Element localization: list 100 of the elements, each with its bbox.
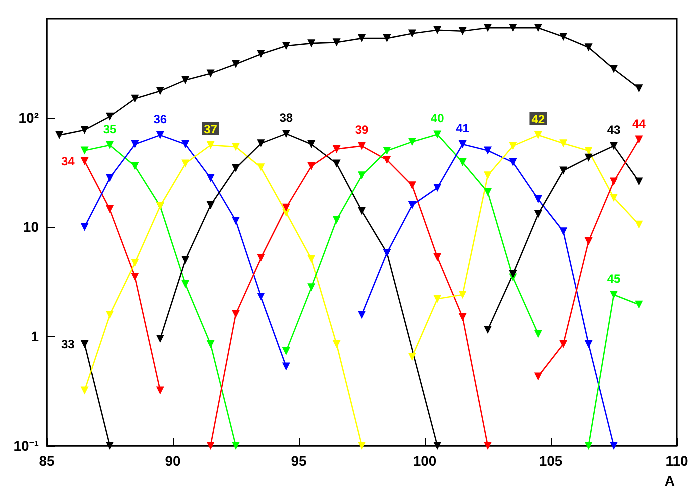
series-label: 36 xyxy=(154,112,168,126)
series-label: 34 xyxy=(61,154,76,168)
x-tick-label: 95 xyxy=(291,453,307,469)
series-label: 39 xyxy=(355,123,369,138)
y-tick-label: 10⁻¹ xyxy=(14,438,40,454)
point xyxy=(584,340,593,348)
point xyxy=(458,27,467,36)
point xyxy=(206,174,215,182)
point xyxy=(308,140,316,149)
point xyxy=(206,442,215,450)
point xyxy=(206,141,215,150)
point xyxy=(332,160,341,168)
y-tick-label: 1 xyxy=(31,328,40,345)
point xyxy=(257,164,266,172)
point xyxy=(484,326,492,334)
series-label: 43 xyxy=(607,123,621,138)
point xyxy=(80,157,89,166)
point xyxy=(257,254,266,262)
point xyxy=(610,442,618,450)
point xyxy=(182,140,190,149)
point xyxy=(584,44,593,52)
point xyxy=(534,131,542,140)
point xyxy=(458,313,467,322)
point xyxy=(635,178,644,186)
x-tick-label: 100 xyxy=(413,453,437,469)
point xyxy=(509,158,518,167)
point xyxy=(534,372,542,381)
point xyxy=(408,182,416,190)
series-label: 45 xyxy=(607,272,621,286)
point xyxy=(106,311,114,320)
point xyxy=(434,26,442,34)
point xyxy=(232,60,240,68)
point xyxy=(131,94,140,103)
point xyxy=(156,87,164,96)
point xyxy=(282,204,290,212)
point xyxy=(610,178,618,186)
point xyxy=(358,311,366,320)
point xyxy=(206,340,215,348)
point xyxy=(484,442,492,450)
point xyxy=(131,140,140,149)
point xyxy=(560,340,568,348)
point xyxy=(282,348,290,356)
point xyxy=(610,291,618,300)
point xyxy=(80,146,89,155)
point xyxy=(257,140,266,148)
point xyxy=(434,184,442,192)
x-tick-label: 85 xyxy=(39,453,55,469)
x-axis-title: A xyxy=(664,473,675,489)
x-tick-label: 90 xyxy=(165,453,181,469)
point xyxy=(434,442,442,450)
point xyxy=(206,201,215,210)
point xyxy=(610,65,618,74)
point xyxy=(509,270,518,278)
point xyxy=(408,353,416,362)
point xyxy=(358,172,366,180)
point xyxy=(106,112,114,121)
point xyxy=(131,259,140,268)
point xyxy=(56,131,64,140)
point xyxy=(408,201,416,210)
point xyxy=(232,442,240,450)
point xyxy=(584,238,593,246)
point xyxy=(232,143,240,152)
point xyxy=(358,34,366,43)
point xyxy=(434,253,442,262)
point xyxy=(560,140,568,148)
point xyxy=(332,145,341,154)
point xyxy=(156,131,164,140)
point xyxy=(182,280,190,288)
point xyxy=(484,146,492,155)
point xyxy=(584,154,593,162)
x-tick-label: 105 xyxy=(539,453,563,469)
point xyxy=(332,38,341,47)
point xyxy=(383,34,392,43)
point xyxy=(156,335,164,344)
point xyxy=(282,362,290,371)
point xyxy=(332,216,341,224)
point xyxy=(282,130,290,138)
series-label: 41 xyxy=(456,122,470,136)
point xyxy=(635,300,644,309)
point xyxy=(635,220,644,229)
point xyxy=(80,223,89,232)
point xyxy=(560,228,568,236)
point xyxy=(182,76,190,84)
point xyxy=(131,273,140,282)
point xyxy=(80,126,89,134)
point xyxy=(308,255,316,264)
point xyxy=(408,138,416,146)
series-label: 40 xyxy=(430,112,445,126)
point xyxy=(635,136,644,144)
point xyxy=(534,210,542,218)
point xyxy=(383,156,392,164)
point xyxy=(80,386,89,395)
point xyxy=(156,386,164,395)
point xyxy=(257,50,266,58)
point xyxy=(358,207,366,216)
point xyxy=(358,442,366,450)
series-label: 35 xyxy=(103,122,117,136)
point xyxy=(182,160,190,168)
series-label: 38 xyxy=(280,111,294,126)
point xyxy=(408,30,416,38)
